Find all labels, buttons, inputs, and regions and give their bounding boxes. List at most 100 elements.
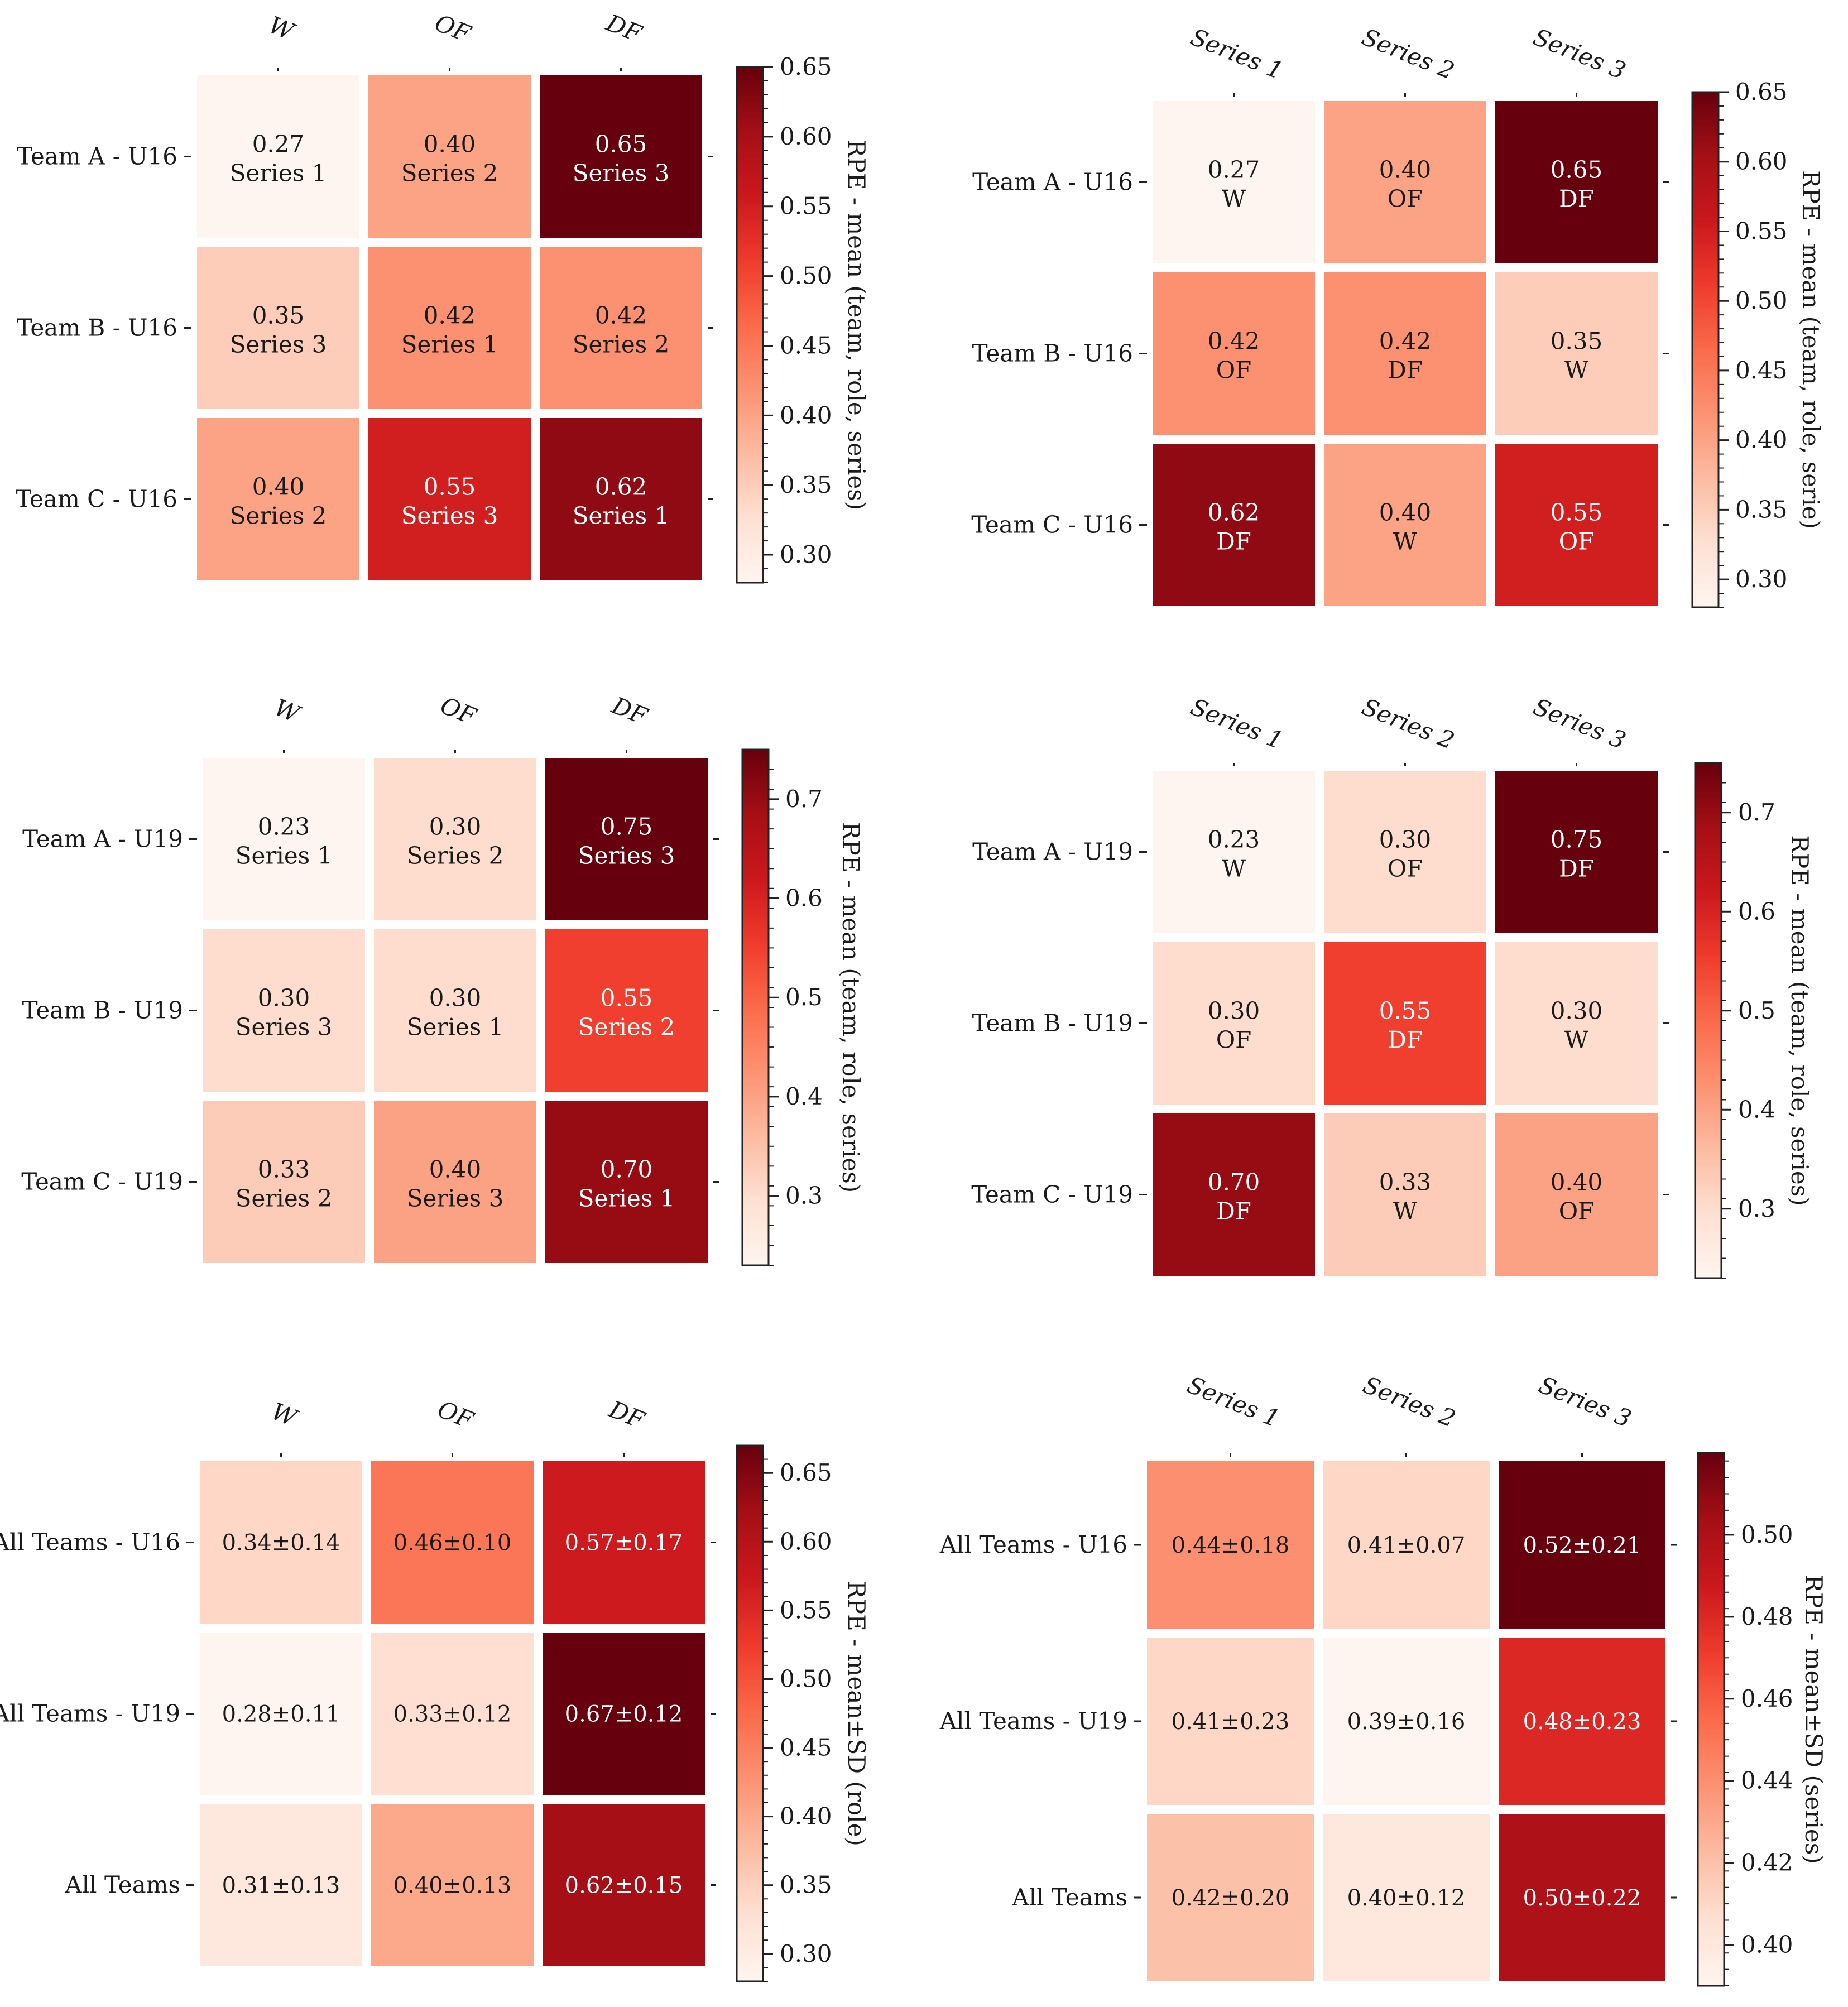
cell-value-label: 0.50±0.22 (1523, 1885, 1641, 1911)
column-label: Series 1 (1183, 1371, 1283, 1432)
cell-value-label: 0.55 (1379, 997, 1432, 1025)
heatmap-cell (1153, 1113, 1315, 1276)
cell-sub-label: Series 3 (407, 1185, 504, 1212)
colorbar-tick-label: 0.65 (1735, 78, 1788, 105)
cell-sub-label: Series 1 (407, 1014, 504, 1041)
cell-value-label: 0.55 (1551, 499, 1603, 526)
cell-sub-label: Series 2 (401, 160, 498, 187)
heatmap-cell (374, 1101, 536, 1263)
row-label: All Teams - U19 (939, 1707, 1127, 1735)
heatmap-cell (200, 1804, 362, 1966)
heatmap-cell (371, 1461, 534, 1624)
colorbar-tick-label: 0.50 (780, 1665, 832, 1692)
cell-sub-label: DF (1216, 528, 1251, 555)
heatmap-cell (1499, 1638, 1665, 1805)
row-label: Team A - U16 (972, 169, 1133, 196)
cell-value-label: 0.40 (1379, 156, 1432, 184)
column-label: W (268, 1398, 303, 1433)
heatmap-cell (1495, 101, 1658, 263)
cell-sub-label: Series 1 (573, 502, 670, 530)
heatmap-cell (1153, 771, 1315, 933)
colorbar-tick-label: 0.30 (1735, 565, 1788, 593)
heatmap-cell (540, 75, 702, 238)
cell-sub-label: W (1393, 1198, 1418, 1225)
cell-value-label: 0.57±0.17 (565, 1530, 683, 1556)
cell-value-label: 0.30 (429, 985, 482, 1012)
heatmap-cell (203, 1101, 365, 1263)
column-label: W (271, 694, 305, 729)
cell-value-label: 0.41±0.07 (1347, 1533, 1466, 1558)
cell-value-label: 0.40 (252, 473, 305, 501)
cell-sub-label: OF (1559, 1198, 1595, 1225)
colorbar (1694, 762, 1722, 1279)
colorbar-tick-label: 0.30 (780, 1940, 832, 1967)
heatmap-cell (1499, 1814, 1665, 1981)
cell-value-label: 0.30 (1379, 826, 1432, 853)
colorbar-tick-label: 0.48 (1741, 1603, 1793, 1630)
heatmap-cell (200, 1461, 362, 1624)
row-label: Team C - U16 (971, 511, 1133, 539)
column-label: Series 2 (1358, 693, 1458, 754)
heatmap-cell (545, 929, 708, 1092)
row-label: All Teams - U19 (0, 1700, 180, 1727)
cell-value-label: 0.42 (1208, 328, 1260, 355)
heatmap-cell (1324, 1113, 1486, 1276)
colorbar-tick-label: 0.65 (780, 1459, 832, 1486)
row-label: Team C - U19 (971, 1181, 1133, 1208)
colorbar-tick-label: 0.60 (1735, 148, 1788, 175)
heatmap-cell (540, 247, 702, 409)
row-label: All Teams - U16 (0, 1529, 180, 1556)
cell-sub-label: Series 3 (578, 842, 675, 870)
row-label: Team B - U19 (22, 997, 183, 1024)
heatmap-cell (1495, 272, 1658, 435)
cell-sub-label: Series 2 (407, 842, 504, 870)
cell-sub-label: DF (1388, 1026, 1423, 1054)
cell-value-label: 0.30 (429, 813, 482, 841)
heatmap-cell (1323, 1638, 1490, 1805)
heatmap-cell (543, 1633, 705, 1795)
heatmap-cell (545, 1101, 708, 1263)
colorbar-tick-label: 0.40 (1735, 426, 1788, 454)
row-label: Team B - U19 (972, 1010, 1133, 1037)
column-label: Series 3 (1529, 693, 1629, 754)
colorbar-tick-label: 0.50 (780, 262, 832, 290)
heatmap-cell (374, 929, 536, 1092)
row-label: Team C - U16 (16, 486, 177, 513)
heatmap-cell (1324, 101, 1486, 263)
cell-value-label: 0.41±0.23 (1172, 1709, 1290, 1735)
column-label: OF (434, 1395, 478, 1434)
colorbar-label: RPE - mean±SD (series) (1800, 1574, 1827, 1864)
heatmap-cell (197, 247, 359, 409)
colorbar-label: RPE - mean (team, role, series) (843, 140, 870, 510)
column-label: OF (431, 9, 475, 48)
column-label: Series 2 (1358, 23, 1458, 84)
cell-sub-label: Series 1 (230, 160, 327, 187)
colorbar-tick-label: 0.30 (780, 541, 832, 568)
row-label: All Teams (64, 1871, 180, 1899)
cell-sub-label: Series 3 (230, 331, 327, 358)
cell-value-label: 0.62±0.15 (565, 1873, 683, 1899)
colorbar-tick-label: 0.6 (1738, 897, 1775, 925)
cell-sub-label: Series 1 (236, 842, 333, 870)
cell-sub-label: Series 2 (236, 1185, 333, 1212)
row-label: All Teams (1011, 1884, 1127, 1911)
heatmap-cell (1147, 1461, 1314, 1629)
cell-value-label: 0.42 (1379, 328, 1432, 355)
cell-value-label: 0.35 (252, 302, 305, 329)
cell-value-label: 0.52±0.21 (1523, 1533, 1641, 1558)
colorbar (1691, 91, 1720, 608)
heatmap-cell (203, 758, 365, 920)
column-label: DF (605, 1395, 649, 1434)
colorbar-tick-label: 0.60 (780, 123, 832, 150)
column-label: DF (608, 692, 652, 731)
cell-value-label: 0.39±0.16 (1347, 1709, 1466, 1735)
heatmap-cell (1323, 1461, 1490, 1629)
cell-value-label: 0.42 (424, 302, 476, 329)
cell-value-label: 0.40 (1551, 1169, 1603, 1196)
cell-value-label: 0.30 (1551, 997, 1603, 1025)
cell-value-label: 0.44±0.18 (1172, 1533, 1290, 1558)
colorbar-label: RPE - mean (team, role, serie) (1797, 170, 1825, 529)
colorbar-tick-label: 0.40 (780, 1803, 832, 1830)
heatmap-cell (1324, 272, 1486, 435)
